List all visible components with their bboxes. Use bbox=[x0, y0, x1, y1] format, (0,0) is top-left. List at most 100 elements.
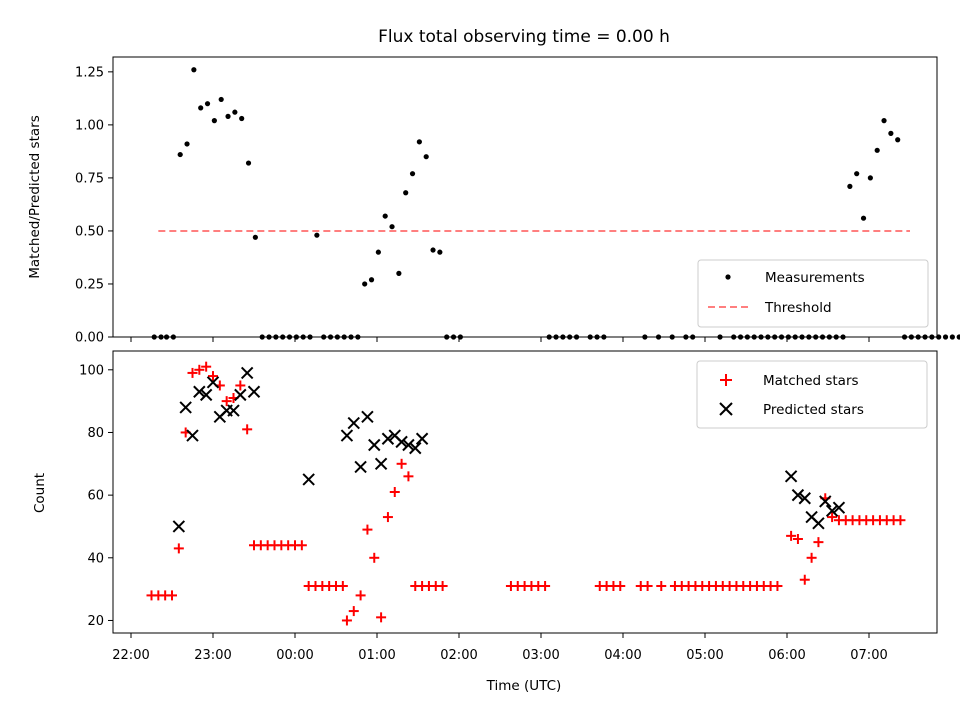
predicted-star-point bbox=[354, 460, 367, 474]
top-y-tick-label: 0.25 bbox=[75, 277, 104, 292]
predicted-star-point bbox=[368, 438, 381, 452]
matched-star-point bbox=[827, 512, 838, 523]
predicted-star-point bbox=[206, 376, 220, 389]
top-y-ticks: 0.00 0.25 0.50 0.75 1.00 1.25 bbox=[75, 65, 113, 346]
legend-threshold-label: Threshold bbox=[764, 300, 832, 316]
measurement-point bbox=[867, 175, 873, 181]
measurement-point bbox=[874, 147, 880, 153]
matched-star-point bbox=[403, 471, 414, 482]
measurement-point bbox=[437, 249, 443, 255]
measurement-point bbox=[430, 247, 436, 253]
predicted-star-point bbox=[415, 432, 429, 445]
measurement-point bbox=[949, 334, 955, 340]
top-plot-area bbox=[151, 67, 960, 340]
measurement-point bbox=[423, 154, 429, 160]
x-tick-label: 02:00 bbox=[440, 648, 477, 663]
measurement-point bbox=[942, 334, 949, 340]
measurement-point bbox=[239, 115, 245, 122]
legend-matched-label: Matched stars bbox=[763, 373, 859, 389]
bottom-y-tick-label: 60 bbox=[87, 489, 104, 504]
matched-star-point bbox=[194, 364, 205, 375]
predicted-star-point bbox=[374, 457, 388, 471]
measurement-point bbox=[211, 118, 217, 124]
matched-star-point bbox=[341, 615, 352, 626]
measurement-point bbox=[382, 213, 388, 219]
matched-star-point bbox=[786, 530, 797, 541]
chart-title: Flux total observing time = 0.00 h bbox=[378, 27, 670, 47]
matched-star-point bbox=[772, 581, 783, 591]
measurement-point bbox=[184, 141, 190, 147]
predicted-star-point bbox=[186, 429, 199, 442]
predicted-star-point bbox=[381, 432, 395, 445]
matched-star-point bbox=[187, 367, 198, 378]
bottom-axes-frame bbox=[112, 350, 938, 634]
matched-star-point bbox=[296, 540, 307, 551]
matched-star-point bbox=[792, 534, 803, 544]
predicted-star-point bbox=[832, 501, 846, 514]
measurement-point bbox=[881, 118, 887, 124]
measurement-point bbox=[191, 67, 197, 73]
predicted-star-point bbox=[812, 517, 825, 530]
predicted-star-point bbox=[179, 401, 192, 414]
bottom-panel: 20 40 60 80 100 22:00 23:00 00:00 01:00 02:00 03:… bbox=[32, 350, 938, 694]
matched-star-point bbox=[208, 371, 218, 382]
predicted-star-point bbox=[234, 388, 247, 402]
x-tick-label: 01:00 bbox=[358, 648, 395, 663]
measurement-point bbox=[389, 224, 395, 230]
legend-predicted-label: Predicted stars bbox=[763, 402, 864, 418]
x-tick-label: 03:00 bbox=[522, 648, 559, 663]
measurement-point bbox=[198, 105, 204, 111]
measurement-point bbox=[314, 232, 320, 238]
matched-star-point bbox=[656, 581, 667, 591]
predicted-star-point bbox=[798, 492, 811, 505]
measurement-point bbox=[860, 215, 867, 221]
matched-star-point bbox=[173, 543, 184, 554]
matched-star-point bbox=[806, 552, 817, 563]
predicted-star-point bbox=[395, 435, 408, 449]
predicted-star-point bbox=[402, 438, 415, 452]
bottom-y-ticks: 20 40 60 80 100 bbox=[79, 363, 113, 629]
measurement-point bbox=[403, 190, 409, 196]
predicted-star-point bbox=[409, 441, 422, 455]
measurement-point bbox=[204, 101, 211, 107]
top-y-tick-label: 1.25 bbox=[75, 65, 104, 80]
measurement-point bbox=[218, 96, 224, 103]
matched-star-point bbox=[799, 574, 810, 585]
measurement-point bbox=[888, 130, 894, 136]
measurement-point bbox=[409, 171, 416, 177]
predicted-star-point bbox=[199, 388, 213, 402]
predicted-star-point bbox=[340, 429, 354, 442]
matched-star-point bbox=[895, 515, 906, 526]
top-y-axis-label: Matched/Predicted stars bbox=[27, 115, 43, 278]
predicted-star-point bbox=[302, 473, 315, 486]
matched-star-point bbox=[540, 581, 551, 591]
x-axis-label: Time (UTC) bbox=[486, 678, 562, 694]
legend-measurements-label: Measurements bbox=[765, 270, 865, 286]
measurement-point bbox=[245, 160, 252, 166]
bottom-y-tick-label: 20 bbox=[87, 614, 104, 629]
top-x-ticks bbox=[130, 337, 870, 342]
predicted-star-point bbox=[240, 366, 254, 380]
predicted-star-point bbox=[784, 470, 798, 483]
measurement-point bbox=[368, 277, 375, 283]
bottom-legend-box bbox=[696, 360, 928, 429]
x-tick-label: 06:00 bbox=[768, 648, 805, 663]
matched-star-point bbox=[382, 512, 393, 523]
legend-matched-marker bbox=[720, 374, 732, 386]
x-tick-label: 04:00 bbox=[604, 648, 641, 663]
predicted-star-point bbox=[791, 488, 805, 502]
measurement-point bbox=[232, 109, 238, 115]
bottom-y-tick-label: 80 bbox=[87, 426, 104, 441]
bottom-y-tick-label: 100 bbox=[79, 363, 104, 378]
top-y-tick-label: 1.00 bbox=[75, 118, 104, 133]
bottom-plot-area bbox=[146, 361, 906, 626]
x-tick-label: 22:00 bbox=[112, 648, 149, 663]
measurement-point bbox=[225, 113, 231, 119]
x-tick-label: 05:00 bbox=[686, 648, 723, 663]
top-y-tick-label: 0.75 bbox=[75, 171, 104, 186]
matched-star-point bbox=[221, 396, 232, 407]
measurement-point bbox=[396, 270, 402, 276]
predicted-star-point bbox=[227, 404, 240, 417]
legend-measurements-marker bbox=[725, 274, 731, 280]
